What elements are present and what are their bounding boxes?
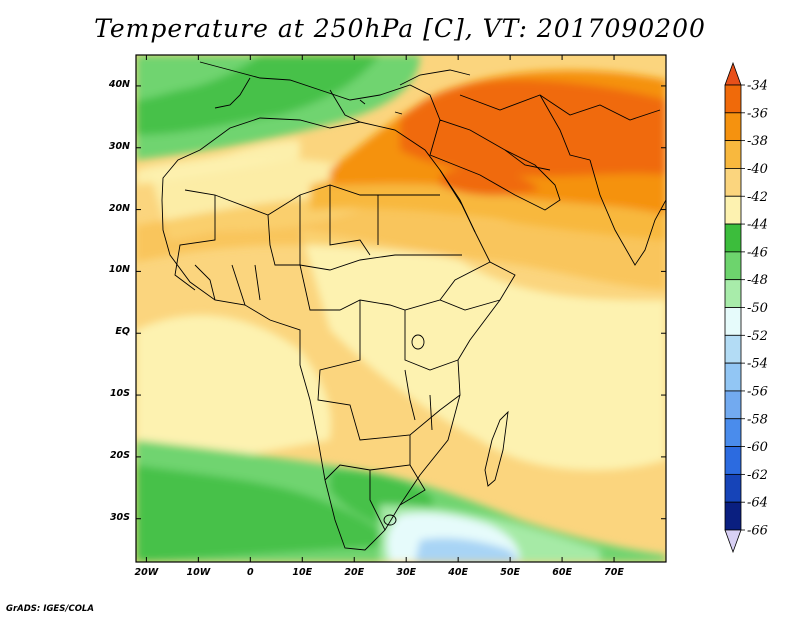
colorbar-swatch	[724, 390, 742, 420]
y-tick-label: 10N	[108, 264, 130, 276]
colorbar-swatch	[724, 307, 742, 336]
colorbar-label: -52	[747, 329, 768, 344]
colorbar-label: -64	[747, 496, 768, 511]
x-tick-label: 60E	[552, 567, 572, 578]
colorbar-swatch	[724, 168, 742, 197]
y-tick-label: 30N	[108, 140, 130, 152]
colorbar-swatch	[724, 112, 742, 142]
colorbar-label: -46	[747, 245, 768, 260]
grads-credit: GrADS: IGES/COLA	[6, 604, 94, 614]
colorbar-label: -44	[747, 218, 768, 233]
colorbar-label: -62	[747, 468, 768, 483]
colorbar-label: -56	[747, 384, 768, 399]
y-tick-label: 40N	[108, 78, 130, 90]
colorbar-swatch	[724, 84, 742, 114]
x-tick-label: 70E	[604, 567, 624, 578]
x-tick-label: 50E	[500, 567, 520, 578]
coastlines	[161, 61, 666, 551]
x-tick-label: 20E	[344, 567, 365, 578]
colorbar-label: -60	[747, 440, 768, 455]
colorbar-swatch	[724, 279, 742, 308]
colorbar: -34 -36 -38 -40 -42 -44 -46 -48 -50 -52 -54 -56 -58 -…	[724, 61, 768, 554]
colorbar-label: -66	[747, 524, 768, 539]
x-tick-label: 0	[247, 567, 254, 578]
map-title: Temperature at 250hPa [C], VT: 201709020…	[94, 14, 706, 43]
x-tick-label: 10W	[186, 567, 211, 578]
tick-marks	[136, 55, 666, 562]
colorbar-swatch	[724, 446, 742, 475]
map-frame	[135, 54, 667, 563]
colorbar-label: -50	[747, 301, 768, 316]
colorbar-label: -40	[747, 162, 768, 177]
colorbar-swatch	[724, 501, 742, 531]
colorbar-label: -54	[747, 357, 768, 372]
colorbar-bottom-arrow	[724, 529, 742, 554]
colorbar-label: -48	[747, 273, 768, 288]
y-tick-label: 30S	[109, 511, 130, 523]
colorbar-label: -42	[747, 190, 768, 205]
colorbar-swatch	[724, 140, 742, 169]
colorbar-label: -38	[747, 134, 768, 149]
colorbar-swatch	[724, 223, 742, 253]
x-tick-label: 40E	[448, 567, 469, 578]
colorbar-swatch	[724, 473, 742, 503]
y-tick-label: 10S	[109, 388, 130, 400]
x-tick-label: 20W	[134, 567, 159, 578]
colorbar-label: -58	[747, 412, 768, 427]
colorbar-label: -34	[747, 79, 768, 94]
y-tick-label: EQ	[115, 326, 130, 338]
x-tick-label: 30E	[396, 567, 417, 578]
colorbar-swatch	[724, 334, 742, 364]
colorbar-label: -36	[747, 106, 768, 121]
colorbar-swatch	[724, 195, 742, 225]
y-tick-label: 20N	[108, 202, 130, 214]
colorbar-top-arrow	[724, 61, 742, 86]
colorbar-swatch	[724, 251, 742, 281]
colorbar-swatch	[724, 418, 742, 447]
y-tick-label: 20S	[109, 449, 130, 461]
x-tick-label: 10E	[292, 567, 313, 578]
colorbar-swatch	[724, 362, 742, 392]
